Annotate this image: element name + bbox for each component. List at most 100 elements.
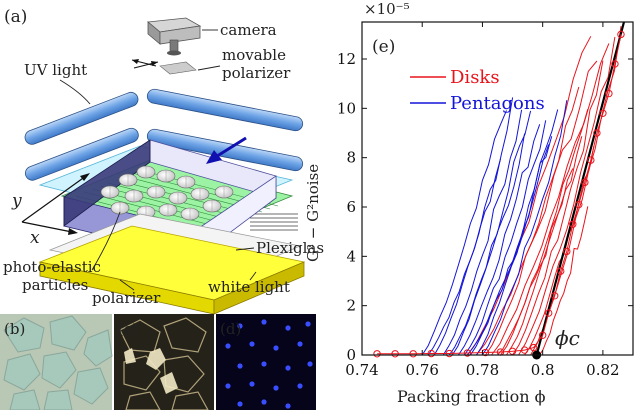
disk-marker bbox=[599, 109, 607, 117]
movable-polarizer bbox=[159, 61, 197, 75]
disk-marker bbox=[593, 129, 601, 137]
disk-curve bbox=[365, 26, 622, 356]
disk-marker bbox=[427, 349, 435, 358]
disk-marker bbox=[538, 331, 547, 339]
y-tick-label: 4 bbox=[346, 247, 356, 265]
panel-b-label: (b) bbox=[4, 320, 25, 338]
pentagon-curve bbox=[365, 110, 532, 356]
panel-d-label: (d) bbox=[220, 320, 241, 338]
pentagon-curve bbox=[365, 100, 568, 356]
axis-x-label: x bbox=[30, 228, 40, 248]
disk-markers bbox=[373, 30, 625, 358]
legend: Disks Pentagons bbox=[410, 67, 545, 114]
disk-marker bbox=[463, 349, 472, 357]
axis-y-label: y bbox=[11, 191, 22, 211]
y-tick-label: 8 bbox=[346, 149, 356, 167]
disk-marker bbox=[544, 309, 553, 317]
panel-a-label: (a) bbox=[4, 7, 27, 27]
disk-marker bbox=[391, 350, 399, 358]
white-light-label: white light bbox=[208, 278, 290, 296]
vertical-axis-label: G² − G²noise bbox=[304, 164, 322, 262]
disk-curve bbox=[365, 36, 592, 356]
uv-label: UV light bbox=[24, 61, 87, 79]
y-exponent-label: ×10⁻⁵ bbox=[364, 0, 410, 18]
legend-disks-label: Disks bbox=[450, 67, 500, 88]
disk-curve bbox=[365, 146, 595, 356]
double-arrow-icon bbox=[131, 59, 159, 69]
disk-marker bbox=[575, 200, 583, 209]
pentagon-curve bbox=[365, 144, 550, 356]
disk-marker bbox=[605, 89, 613, 98]
disk-marker bbox=[581, 178, 589, 187]
x-tick-label: 0.78 bbox=[466, 361, 499, 379]
pentagon-curve bbox=[365, 133, 526, 356]
disk-marker bbox=[409, 350, 417, 358]
pentagon-curve bbox=[365, 124, 541, 356]
y-tick-label: 2 bbox=[346, 297, 356, 315]
disk-curve bbox=[365, 109, 589, 356]
camera-label: camera bbox=[220, 21, 277, 39]
panel-c: (c) bbox=[114, 314, 214, 410]
panel-a: (a) camera movable polarizer UV light bbox=[3, 7, 324, 315]
pentagon-curve bbox=[365, 158, 501, 356]
white-light-pointer bbox=[249, 271, 257, 281]
particles-pointer bbox=[91, 211, 121, 271]
panel-d-background bbox=[216, 314, 316, 410]
chart-e: 0.74 0.76 0.78 0.8 0.82 0 2 4 6 8 10 12 ×10⁻⁵ (e) D… bbox=[337, 0, 634, 406]
disk-marker bbox=[551, 292, 559, 300]
polarizer-top-label: polarizer bbox=[222, 64, 291, 82]
uv-pointer bbox=[59, 79, 91, 105]
movable-label: movable bbox=[222, 46, 286, 64]
camera-icon bbox=[147, 17, 202, 56]
plot-frame bbox=[361, 21, 634, 356]
phi-c-annotation: ϕc bbox=[555, 326, 580, 350]
disk-marker bbox=[611, 60, 619, 68]
compression-arrow-icon bbox=[206, 136, 247, 164]
disk-marker bbox=[529, 343, 538, 352]
x-tick-label: 0.74 bbox=[345, 361, 378, 379]
disk-marker bbox=[587, 156, 595, 164]
disk-marker bbox=[520, 346, 529, 354]
disk-curve bbox=[365, 168, 574, 356]
pentagon-curve bbox=[365, 110, 507, 356]
pentagon-curve bbox=[365, 109, 523, 356]
marker-curve bbox=[377, 34, 622, 355]
y-tick-label: 10 bbox=[337, 99, 356, 117]
fit-line-segment bbox=[535, 21, 626, 356]
polarizer-pointer bbox=[197, 65, 221, 71]
pentagon-curve bbox=[365, 109, 559, 356]
panel-b: (b) bbox=[0, 314, 113, 410]
disk-marker bbox=[617, 30, 625, 39]
series-pentagons bbox=[365, 97, 568, 356]
panel-c-label: (c) bbox=[118, 320, 138, 338]
x-tick-label: 0.8 bbox=[531, 361, 555, 379]
plexiglas-label: Plexiglas bbox=[256, 239, 324, 257]
polarizer-label: polarizer bbox=[92, 289, 161, 307]
x-tick-label: 0.82 bbox=[586, 361, 619, 379]
legend-pentagons-label: Pentagons bbox=[450, 93, 545, 114]
y-tick-label: 0 bbox=[346, 346, 356, 364]
disk-marker bbox=[445, 349, 454, 358]
disk-curve bbox=[365, 60, 604, 356]
particles-label-2: particles bbox=[22, 276, 88, 294]
uv-light-tubes bbox=[24, 88, 304, 181]
plexiglas-pointer bbox=[235, 247, 255, 251]
y-tick-label: 12 bbox=[337, 50, 356, 68]
disk-curve bbox=[365, 206, 589, 356]
panel-e-label: (e) bbox=[372, 37, 395, 57]
xy-axes bbox=[21, 173, 90, 235]
axis-ticks: 0.74 0.76 0.78 0.8 0.82 0 2 4 6 8 10 12 bbox=[337, 22, 633, 379]
disk-marker bbox=[557, 267, 565, 275]
disk-curve bbox=[365, 36, 616, 356]
left-wall bbox=[63, 139, 151, 227]
disk-marker bbox=[569, 220, 577, 228]
x-tick-label: 0.76 bbox=[406, 361, 439, 379]
panel-d: (d) bbox=[216, 314, 316, 410]
disk-marker bbox=[373, 350, 381, 358]
polarizer-pointer-bottom bbox=[119, 279, 135, 291]
disk-marker bbox=[563, 247, 571, 256]
y-tick-label: 6 bbox=[346, 198, 356, 216]
series-disks bbox=[365, 26, 622, 356]
disk-curve bbox=[365, 86, 580, 356]
